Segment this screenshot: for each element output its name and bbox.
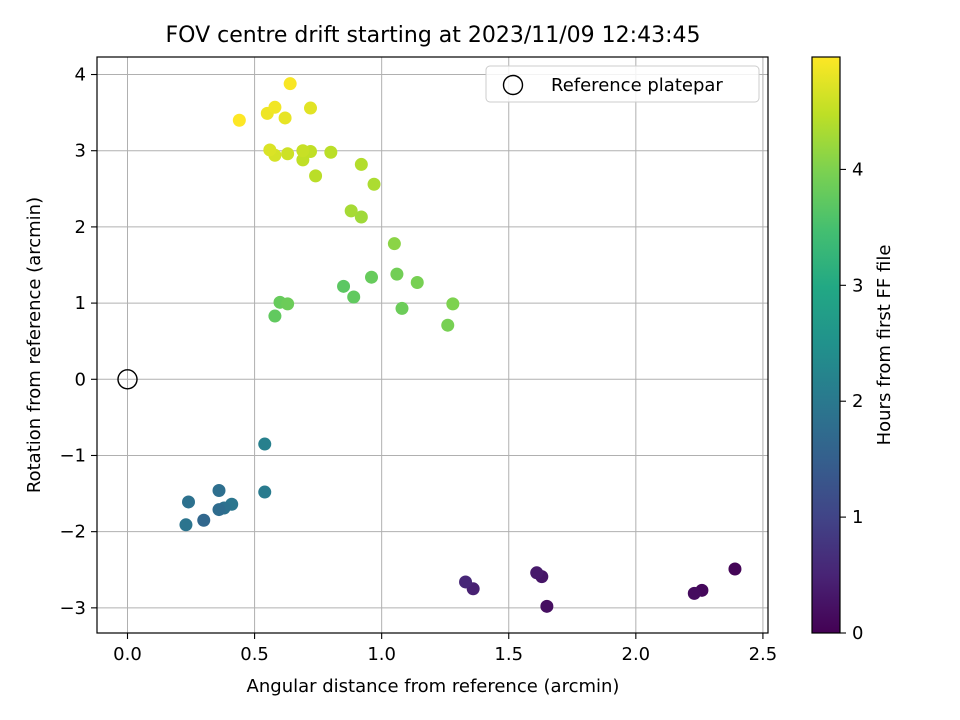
legend-label: Reference platepar — [551, 75, 723, 96]
y-tick-label: 3 — [75, 141, 86, 162]
data-point — [283, 77, 297, 91]
data-point — [304, 101, 317, 115]
chart-title: FOV centre drift starting at 2023/11/09 … — [166, 23, 701, 48]
colorbar-label: Hours from first FF file — [874, 245, 895, 446]
y-axis-ticks: −3 −2 −1 0 1 2 3 4 — [59, 65, 97, 619]
colorbar-gradient — [812, 57, 840, 633]
data-points — [179, 77, 742, 613]
colorbar-ticks: 0 1 2 3 4 — [840, 159, 863, 644]
data-point — [446, 297, 460, 311]
data-point — [354, 210, 368, 224]
reference-marker — [117, 369, 138, 390]
data-point — [365, 270, 378, 284]
data-point — [258, 437, 272, 451]
data-point — [344, 204, 358, 218]
data-point — [182, 495, 195, 509]
colorbar-tick-label: 1 — [852, 507, 863, 528]
x-axis-label: Angular distance from reference (arcmin) — [247, 676, 620, 697]
data-point — [268, 100, 282, 114]
legend-box — [485, 65, 760, 103]
x-tick-label: 2.0 — [622, 644, 651, 665]
plot-frame — [96, 56, 769, 634]
data-point — [387, 237, 401, 251]
legend: Reference platepar — [485, 65, 760, 103]
x-tick-label: 1.5 — [494, 644, 523, 665]
data-point — [212, 503, 226, 517]
data-point — [212, 484, 226, 498]
x-tick-label: 0.5 — [240, 644, 269, 665]
colorbar-tick-label: 3 — [852, 275, 863, 296]
plot-area — [97, 57, 768, 633]
data-point — [441, 318, 455, 332]
data-point — [258, 485, 272, 499]
data-point — [687, 586, 701, 600]
legend-marker — [502, 74, 524, 96]
y-tick-label: 2 — [75, 217, 86, 238]
colorbar-tick-label: 4 — [852, 159, 863, 180]
data-point — [296, 144, 310, 158]
data-point — [728, 562, 742, 576]
data-point — [530, 566, 544, 580]
y-tick-label: 0 — [75, 369, 86, 390]
data-point — [278, 111, 292, 125]
x-axis-ticks: 0.0 0.5 1.0 1.5 2.0 2.5 — [113, 633, 777, 665]
data-point — [459, 575, 473, 589]
y-tick-label: −3 — [59, 598, 86, 619]
data-point — [296, 153, 310, 167]
data-point — [337, 279, 351, 293]
y-tick-label: −1 — [59, 445, 86, 466]
data-point — [281, 297, 295, 311]
data-point — [410, 276, 424, 290]
data-point — [324, 145, 338, 159]
data-point — [281, 147, 295, 161]
data-point — [263, 143, 277, 157]
data-point — [390, 267, 404, 281]
y-tick-label: 1 — [75, 293, 86, 314]
data-point — [232, 113, 246, 127]
colorbar-tick-label: 2 — [852, 391, 863, 412]
reference-point — [117, 369, 138, 390]
colorbar: 0 1 2 3 4 Hours from first FF file — [811, 56, 895, 644]
y-tick-label: 4 — [75, 65, 86, 86]
colorbar-tick-label: 0 — [852, 623, 863, 644]
x-tick-label: 2.5 — [749, 644, 778, 665]
data-point — [347, 290, 361, 304]
data-point — [309, 169, 323, 183]
y-tick-label: −2 — [59, 522, 86, 543]
data-point — [179, 518, 193, 532]
y-axis-label: Rotation from reference (arcmin) — [24, 197, 45, 493]
data-point — [540, 599, 554, 613]
data-point — [197, 513, 211, 527]
data-point — [268, 309, 282, 323]
data-point — [354, 157, 368, 171]
x-tick-label: 0.0 — [113, 644, 142, 665]
x-tick-label: 1.0 — [367, 644, 396, 665]
data-point — [395, 301, 409, 315]
data-point — [367, 177, 381, 191]
colorbar-frame — [811, 56, 841, 634]
